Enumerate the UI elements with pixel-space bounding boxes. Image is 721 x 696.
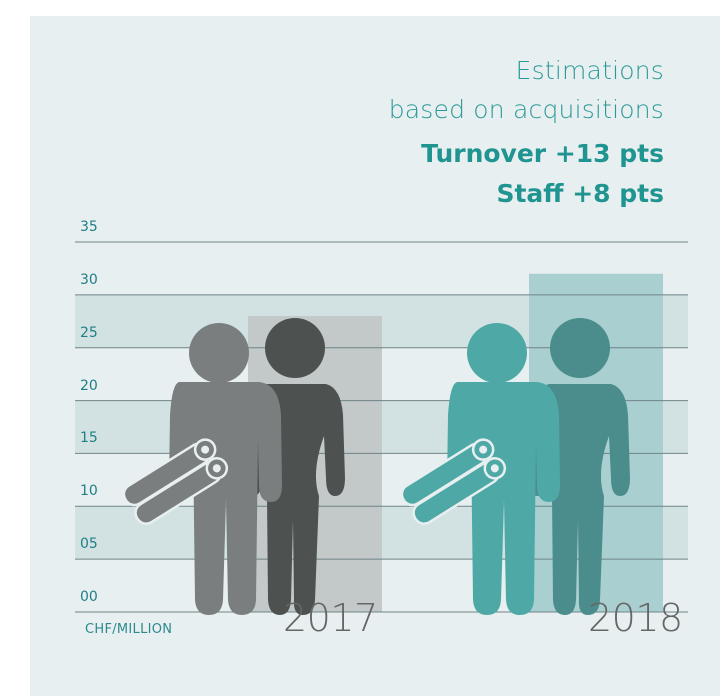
y-tick-label: 05	[80, 536, 98, 553]
y-tick-label: 30	[80, 271, 98, 288]
y-tick-label: 15	[80, 430, 98, 447]
y-tick-label: 10	[80, 483, 98, 500]
header-line-2: based on acquisitions	[388, 95, 664, 124]
y-tick-label: 35	[80, 219, 98, 235]
man-holding-rolls-icon	[400, 323, 560, 615]
pictograms	[122, 318, 630, 615]
rolls-icon	[400, 438, 507, 525]
unit-label: CHF/MILLION	[85, 622, 173, 637]
rolls-icon	[122, 438, 229, 525]
year-2017-label: 2017	[283, 596, 378, 640]
header-turnover: Turnover +13 pts	[421, 139, 664, 168]
year-2018-label: 2018	[588, 596, 683, 640]
y-tick-label: 25	[80, 324, 98, 341]
header-line-1: Estimations	[515, 56, 664, 85]
y-tick-label: 00	[80, 589, 98, 605]
header-staff: Staff +8 pts	[496, 179, 664, 208]
man-holding-rolls-icon	[122, 323, 282, 615]
y-tick-label: 20	[80, 377, 98, 394]
